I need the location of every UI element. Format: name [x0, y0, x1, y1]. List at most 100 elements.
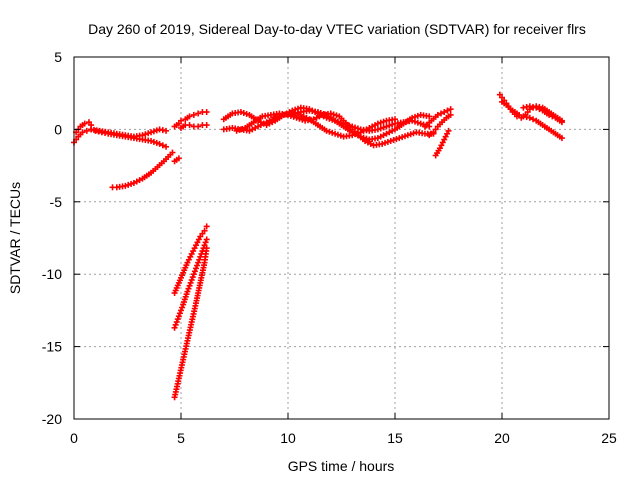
data-point — [349, 132, 356, 139]
data-point — [186, 113, 193, 120]
data-point — [392, 116, 398, 123]
data-point — [201, 227, 208, 234]
data-point — [558, 119, 565, 126]
data-point — [294, 110, 301, 117]
data-point — [327, 110, 334, 117]
data-point — [159, 142, 166, 149]
data-point — [202, 239, 209, 246]
data-point — [195, 259, 202, 266]
data-point — [444, 107, 451, 114]
data-point — [287, 112, 294, 119]
data-point — [203, 109, 210, 116]
data-point — [447, 106, 454, 113]
data-point — [558, 135, 565, 142]
data-point — [382, 139, 389, 146]
data-point — [377, 125, 384, 132]
data-point — [533, 104, 540, 111]
y-tick-label: 5 — [54, 49, 62, 65]
data-point — [374, 126, 381, 133]
data-point — [169, 149, 176, 156]
data-point — [334, 131, 341, 138]
data-point — [426, 113, 433, 120]
data-point — [379, 140, 386, 147]
data-point — [441, 109, 448, 116]
data-point — [337, 132, 344, 139]
data-point — [178, 307, 184, 314]
data-point — [380, 118, 387, 125]
data-point — [516, 111, 523, 118]
data-point — [145, 130, 152, 137]
data-point — [191, 268, 198, 275]
y-tick-label: -15 — [42, 339, 62, 355]
x-tick-label: 10 — [280, 430, 296, 446]
data-point — [296, 115, 303, 122]
data-point — [174, 316, 181, 323]
data-point — [434, 111, 441, 118]
data-point — [153, 127, 160, 134]
data-point — [237, 109, 244, 116]
data-point — [203, 122, 210, 129]
data-point — [184, 288, 191, 295]
y-axis-ticks: -20 -15 -10 -5 0 5 — [42, 49, 609, 427]
x-tick-label: 0 — [70, 430, 78, 446]
data-point — [289, 109, 296, 116]
data-point — [404, 132, 411, 139]
data-point — [299, 116, 306, 123]
data-point — [407, 131, 414, 138]
data-point — [240, 109, 247, 116]
data-point — [417, 120, 424, 127]
data-point — [196, 256, 203, 263]
data-point — [156, 140, 163, 147]
data-point — [290, 113, 297, 120]
data-point — [445, 127, 452, 134]
data-point — [194, 262, 201, 269]
y-tick-label: -5 — [50, 194, 63, 210]
data-point — [536, 106, 543, 113]
data-point — [175, 155, 182, 162]
data-point — [195, 110, 202, 117]
data-point — [330, 111, 337, 118]
data-point — [374, 120, 381, 127]
data-point — [530, 116, 537, 123]
data-point — [148, 129, 155, 136]
x-tick-label: 25 — [601, 430, 617, 446]
x-axis-ticks: 0 5 10 15 20 25 — [70, 57, 617, 446]
data-point — [178, 117, 184, 124]
data-point — [81, 120, 88, 127]
data-point — [377, 119, 384, 126]
data-point — [122, 182, 129, 189]
data-point — [414, 112, 421, 119]
data-point — [383, 123, 390, 130]
data-point — [239, 125, 246, 132]
data-point — [176, 310, 183, 317]
data-point — [546, 111, 553, 118]
x-tick-label: 5 — [177, 430, 185, 446]
data-point — [326, 128, 333, 135]
y-tick-label: -20 — [42, 411, 62, 427]
data-point — [203, 223, 210, 230]
data-point — [314, 109, 321, 116]
data-point — [549, 113, 556, 120]
data-point — [447, 111, 454, 118]
data-point — [410, 130, 417, 137]
data-point — [173, 318, 180, 325]
data-point — [185, 285, 192, 292]
data-point — [387, 137, 394, 144]
data-point — [189, 274, 196, 281]
x-tick-label: 15 — [387, 430, 403, 446]
data-point — [390, 137, 397, 144]
x-axis-label: GPS time / hours — [288, 458, 395, 474]
y-axis-label: SDTVAR / TECUs — [7, 182, 23, 294]
data-point — [526, 114, 533, 121]
data-point — [384, 138, 391, 145]
data-point — [175, 313, 182, 320]
data-point — [401, 133, 408, 140]
data-point — [380, 124, 387, 131]
data-point — [323, 127, 330, 134]
data-point — [386, 122, 393, 129]
data-point — [411, 113, 418, 120]
data-point — [179, 304, 186, 311]
data-point — [285, 111, 291, 118]
chart-title: Day 260 of 2019, Sidereal Day-to-day VTE… — [88, 21, 586, 37]
